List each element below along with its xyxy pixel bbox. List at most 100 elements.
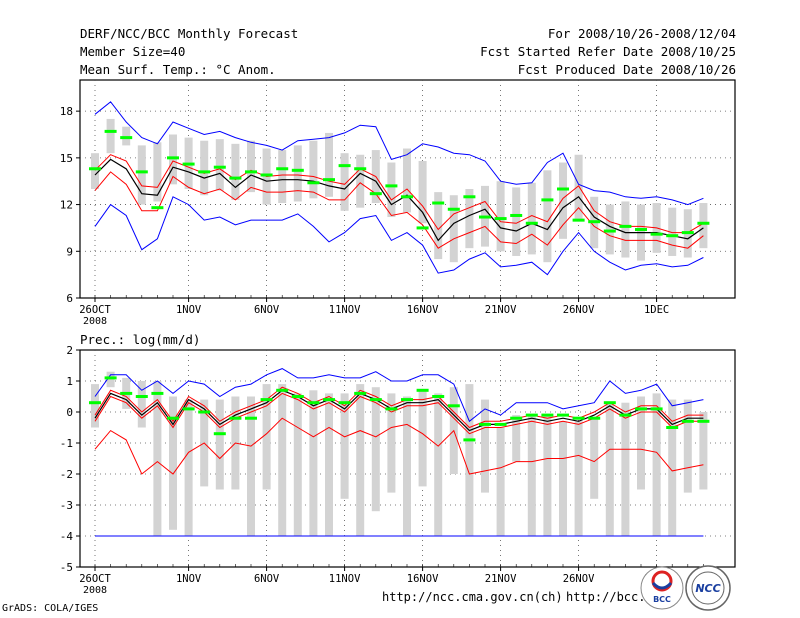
ensemble-bar xyxy=(527,415,536,536)
ensemble-bar xyxy=(449,195,458,263)
y-tick-label: -4 xyxy=(60,530,74,543)
logos: BCC NCC xyxy=(640,565,731,611)
ensemble-bar xyxy=(496,181,505,252)
median-marker xyxy=(635,227,647,231)
median-marker xyxy=(182,407,195,411)
median-marker xyxy=(447,207,460,211)
ncc-logo: NCC xyxy=(685,565,731,611)
spread-lower-line xyxy=(94,171,704,249)
ensemble-bar xyxy=(387,162,396,218)
envelope-lower-line xyxy=(94,196,704,276)
envelope-upper-line xyxy=(94,101,704,206)
x-tick-label: 26NOV xyxy=(563,304,595,316)
ensemble-bar xyxy=(278,384,287,536)
ensemble-mean-line xyxy=(94,389,704,432)
median-marker xyxy=(369,192,382,196)
y-tick-label: 1 xyxy=(66,375,73,388)
ensemble-bar xyxy=(200,140,209,196)
ensemble-bar xyxy=(434,393,443,536)
ensemble-bar xyxy=(91,153,99,189)
precip-title: Prec.: log(mm/d) xyxy=(80,332,200,347)
y-tick-label: -5 xyxy=(60,561,73,574)
x-tick-label: 6NOV xyxy=(254,304,280,316)
y-tick-label: 2 xyxy=(66,344,73,357)
x-tick-label: 11NOV xyxy=(329,304,361,316)
median-marker xyxy=(416,388,429,392)
plot-frame xyxy=(79,79,736,299)
x-tick-sublabel: 2008 xyxy=(83,316,107,327)
ensemble-bar xyxy=(590,418,599,499)
ensemble-bar xyxy=(106,371,115,388)
x-tick-label: 26OCT xyxy=(79,304,111,316)
ensemble-bar xyxy=(215,399,224,490)
median-marker xyxy=(135,395,148,398)
ensemble-bar xyxy=(543,415,552,536)
median-marker xyxy=(120,136,133,140)
ensemble-bar xyxy=(668,399,677,536)
median-marker xyxy=(338,164,351,168)
median-marker xyxy=(619,413,632,417)
median-marker xyxy=(510,416,523,420)
ensemble-bar xyxy=(122,126,131,146)
median-marker xyxy=(291,395,304,398)
ensemble-bar xyxy=(496,427,505,536)
x-tick-label: 26NOV xyxy=(563,573,595,585)
median-marker xyxy=(635,407,647,411)
ensemble-bar xyxy=(527,182,536,255)
median-marker xyxy=(213,432,226,436)
ensemble-bar xyxy=(668,207,677,256)
bcc-logo: BCC xyxy=(640,566,684,610)
median-marker xyxy=(307,401,320,405)
x-tick-label: 21NOV xyxy=(485,573,517,585)
ensemble-bar xyxy=(621,201,630,258)
median-marker xyxy=(479,422,491,426)
median-marker xyxy=(666,234,679,238)
spread-lower-line xyxy=(94,392,704,435)
median-marker xyxy=(432,395,445,398)
median-marker xyxy=(276,388,289,392)
ensemble-bar xyxy=(153,381,162,536)
x-tick-label: 26OCT xyxy=(79,573,111,585)
ensemble-bar xyxy=(465,189,474,249)
median-marker xyxy=(276,167,289,171)
header-variable: Mean Surf. Temp.: °C Anom. xyxy=(80,62,276,77)
median-marker xyxy=(666,426,679,429)
header-title: DERF/NCC/BCC Monthly Forecast xyxy=(80,26,299,41)
ensemble-bar xyxy=(371,387,380,512)
median-marker xyxy=(135,170,148,174)
ensemble-bar xyxy=(652,393,661,536)
median-marker xyxy=(167,156,179,160)
ensemble-bar xyxy=(247,140,255,193)
ensemble-bar xyxy=(637,396,645,490)
x-tick-label: 1DEC xyxy=(644,304,669,316)
ensemble-bar xyxy=(262,384,271,490)
median-marker xyxy=(291,168,304,172)
ensemble-bar xyxy=(356,154,365,208)
median-marker xyxy=(463,438,476,442)
median-marker xyxy=(151,391,164,395)
bcc-url[interactable]: http://bcc. xyxy=(566,590,646,604)
ensemble-bar xyxy=(683,399,692,493)
header-produced-date: Fcst Produced Date 2008/10/26 xyxy=(517,62,736,77)
ensemble-bar xyxy=(512,187,521,256)
x-tick-label: 1NOV xyxy=(176,573,202,585)
ensemble-bar xyxy=(293,145,302,202)
ensemble-bar xyxy=(137,145,146,205)
bcc-logo-text: BCC xyxy=(653,595,671,604)
ensemble-bar xyxy=(184,399,193,536)
median-marker xyxy=(479,215,491,219)
ncc-url[interactable]: http://ncc.cma.gov.cn(ch) xyxy=(382,590,563,604)
ensemble-bar xyxy=(434,192,443,260)
median-marker xyxy=(182,162,195,166)
ensemble-bar xyxy=(418,160,427,224)
median-marker xyxy=(541,413,554,417)
median-marker xyxy=(229,416,242,420)
median-marker xyxy=(541,198,554,202)
median-marker xyxy=(588,416,601,420)
envelope-upper-line xyxy=(94,368,704,423)
median-marker xyxy=(603,229,616,233)
header-start-date: Fcst Started Refer Date 2008/10/25 xyxy=(480,44,736,59)
ensemble-bar xyxy=(169,396,177,530)
